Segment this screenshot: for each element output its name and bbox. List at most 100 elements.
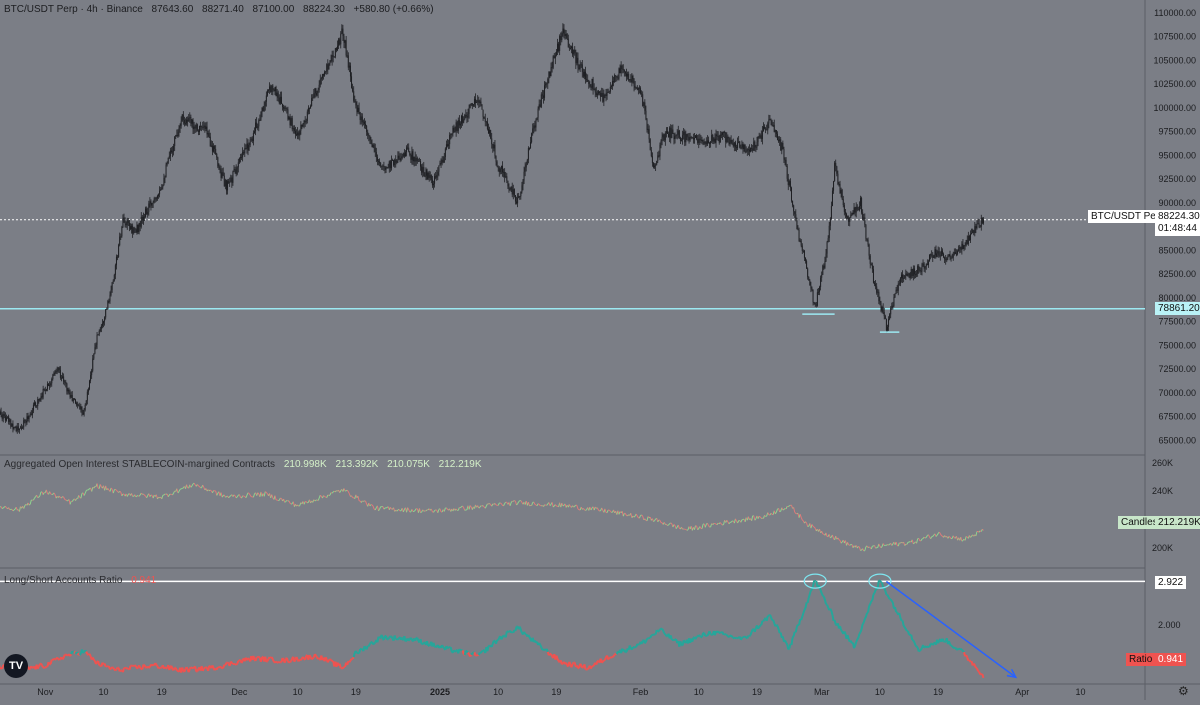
oi-segment bbox=[583, 508, 584, 509]
price-tick-label: 100000.00 bbox=[1153, 103, 1196, 113]
candle-body bbox=[315, 89, 316, 96]
ls-segment bbox=[528, 635, 529, 637]
candle-body bbox=[25, 421, 26, 423]
oi-segment bbox=[157, 497, 158, 499]
candle-body bbox=[35, 403, 36, 406]
oi-segment bbox=[314, 500, 315, 501]
oi-segment bbox=[871, 546, 872, 549]
low-value: 87100.00 bbox=[253, 4, 295, 15]
candle-body bbox=[740, 148, 741, 149]
candle-body bbox=[270, 87, 271, 92]
candle-body bbox=[880, 303, 881, 311]
candle-body bbox=[911, 269, 912, 278]
oi-segment bbox=[936, 535, 937, 536]
candle-body bbox=[744, 145, 745, 149]
oi-segment bbox=[543, 505, 544, 507]
candle-body bbox=[626, 74, 627, 77]
candle-body bbox=[689, 137, 690, 140]
candle-body bbox=[461, 116, 462, 124]
candle-body bbox=[143, 217, 144, 221]
ls-segment bbox=[29, 668, 30, 669]
oi-segment bbox=[623, 513, 624, 516]
candle-body bbox=[888, 319, 889, 327]
candle-body bbox=[575, 53, 576, 63]
candle-body bbox=[598, 91, 599, 93]
oi-segment bbox=[694, 526, 695, 530]
oi-segment bbox=[547, 504, 548, 505]
candle-body bbox=[405, 152, 406, 156]
ls-segment bbox=[752, 629, 753, 632]
ls-segment bbox=[294, 659, 295, 662]
candle-body bbox=[353, 91, 354, 100]
candle-body bbox=[144, 217, 145, 218]
oi-segment bbox=[43, 493, 44, 495]
candle-body bbox=[451, 134, 452, 135]
ls-segment bbox=[297, 657, 298, 660]
candle-body bbox=[11, 424, 12, 427]
oi-segment bbox=[686, 529, 687, 530]
candle-body bbox=[476, 102, 477, 103]
candle-body bbox=[652, 156, 653, 163]
candle-body bbox=[665, 133, 666, 140]
candle-body bbox=[637, 87, 638, 89]
oi-segment bbox=[876, 548, 877, 549]
candle-body bbox=[381, 166, 382, 167]
candle-body bbox=[406, 148, 407, 153]
candle-body bbox=[428, 173, 429, 179]
candle-body bbox=[852, 213, 853, 214]
candle-body bbox=[7, 416, 8, 417]
candle-body bbox=[496, 156, 497, 162]
ls-segment bbox=[710, 631, 711, 634]
candle-body bbox=[458, 120, 459, 131]
candle-body bbox=[897, 290, 898, 291]
candle-body bbox=[507, 181, 508, 187]
candle-body bbox=[609, 92, 610, 93]
candle-body bbox=[932, 256, 933, 258]
ls-segment bbox=[938, 641, 939, 644]
candle-body bbox=[372, 144, 373, 147]
gear-icon[interactable]: ⚙ bbox=[1178, 684, 1189, 698]
oi-segment bbox=[298, 505, 299, 506]
tradingview-logo[interactable]: TV bbox=[4, 654, 28, 678]
candle-body bbox=[401, 158, 402, 160]
candle-body bbox=[661, 141, 662, 145]
candle-body bbox=[472, 103, 473, 105]
ls-segment bbox=[665, 634, 666, 636]
candle-body bbox=[560, 36, 561, 40]
candle-body bbox=[965, 245, 966, 246]
candle-body bbox=[948, 254, 949, 256]
candle-body bbox=[470, 104, 471, 107]
oi-segment bbox=[275, 496, 276, 500]
oi-segment bbox=[144, 495, 145, 496]
ls-segment bbox=[608, 658, 609, 660]
candle-body bbox=[95, 345, 96, 348]
candle-body bbox=[218, 166, 219, 168]
candle-body bbox=[620, 68, 621, 73]
candle-body bbox=[253, 133, 254, 141]
candle-body bbox=[809, 281, 810, 286]
candle-body bbox=[242, 152, 243, 157]
candle-body bbox=[595, 89, 596, 93]
ls-segment bbox=[423, 643, 424, 644]
candle-body bbox=[90, 375, 91, 380]
oi-segment bbox=[642, 515, 643, 516]
oi-segment bbox=[97, 484, 98, 489]
ls-segment bbox=[70, 654, 71, 656]
candle-body bbox=[298, 132, 299, 135]
ls-segment bbox=[763, 619, 764, 621]
candle-body bbox=[827, 242, 828, 253]
candle-body bbox=[33, 405, 34, 411]
ls-segment bbox=[899, 613, 900, 618]
ls-segment bbox=[884, 588, 885, 590]
oi-segment bbox=[426, 510, 427, 511]
oi-segment bbox=[141, 493, 142, 494]
candle-body bbox=[431, 175, 432, 180]
candle-body bbox=[843, 199, 844, 205]
candle-body bbox=[760, 135, 761, 137]
candle-body bbox=[222, 172, 223, 178]
candle-body bbox=[448, 144, 449, 146]
ls-segment bbox=[303, 657, 304, 659]
candle-body bbox=[295, 131, 296, 134]
oi-segment bbox=[722, 524, 723, 525]
